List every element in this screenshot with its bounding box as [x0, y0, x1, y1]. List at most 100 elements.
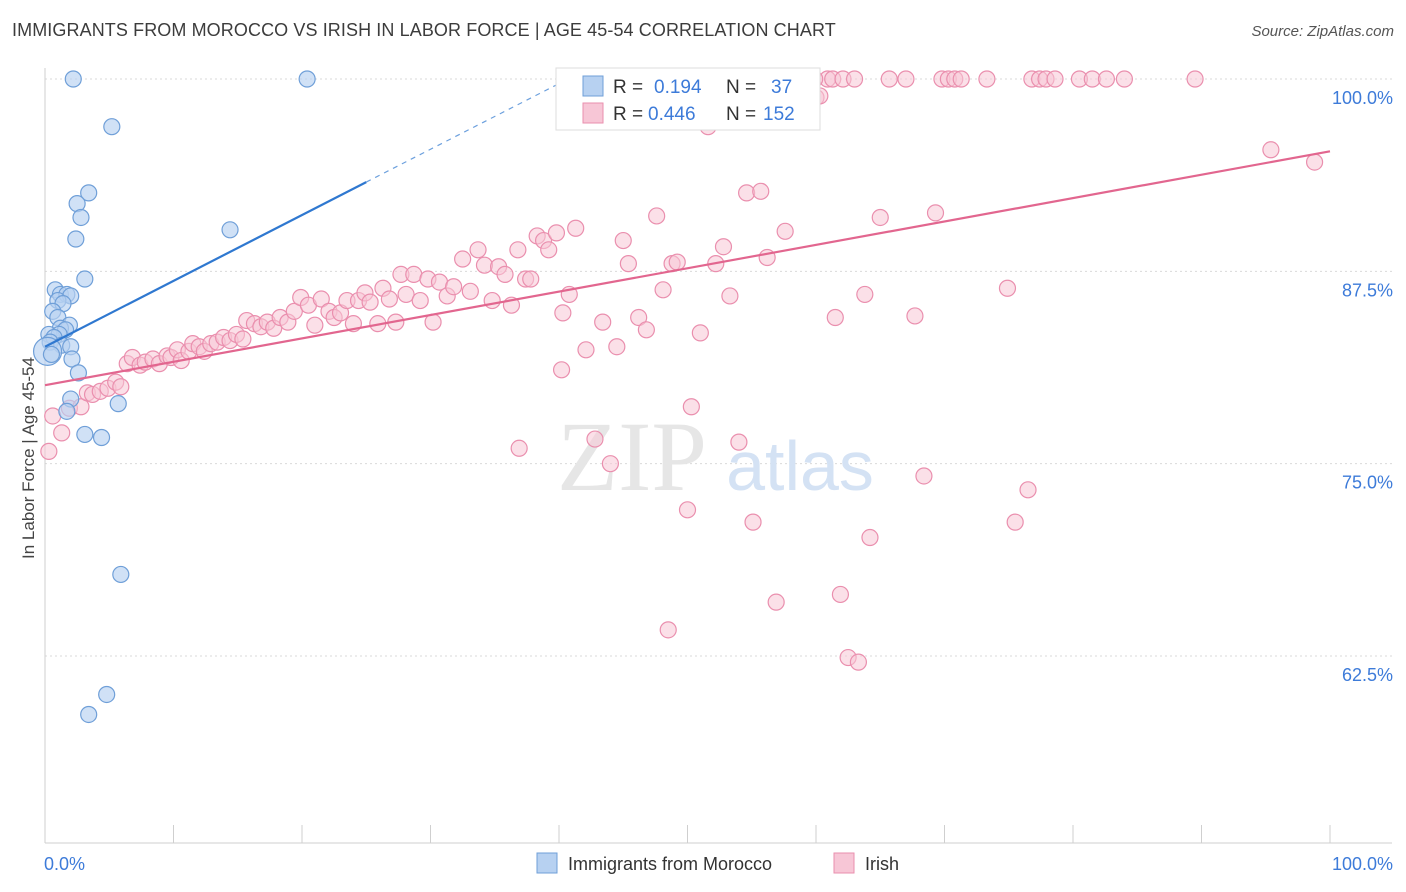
y-axis-label: In Labor Force | Age 45-54 — [19, 357, 38, 559]
irish-point — [469, 241, 487, 259]
irish-point — [856, 285, 874, 304]
morocco-point — [76, 425, 94, 444]
series-legend: Immigrants from Morocco Irish — [536, 852, 899, 874]
irish-point — [880, 70, 898, 88]
irish-point — [552, 361, 571, 379]
irish-point — [510, 439, 528, 457]
stats-legend-r-value: 0.194 — [654, 77, 702, 98]
irish-point — [397, 285, 415, 304]
irish-point — [234, 330, 252, 348]
irish-point — [509, 241, 527, 259]
irish-point — [361, 293, 379, 311]
morocco-point — [80, 705, 98, 724]
morocco-point — [298, 70, 316, 88]
stats-legend-r-label: R = — [613, 77, 643, 98]
morocco-point — [103, 118, 121, 136]
irish-point — [608, 338, 626, 356]
irish-point — [952, 70, 970, 88]
stats-legend-n-value: 152 — [763, 104, 795, 125]
irish-point — [678, 501, 697, 519]
morocco-point — [112, 565, 130, 584]
morocco-point — [64, 70, 82, 88]
watermark-zip: ZIP — [557, 401, 707, 512]
irish-point — [445, 278, 463, 296]
morocco-point — [72, 208, 90, 227]
morocco-point — [69, 364, 88, 382]
irish-point — [691, 324, 709, 342]
stats-legend: R = 0.194 N = 37 R = 0.446 N = 152 — [555, 67, 821, 131]
irish-point — [53, 424, 71, 442]
irish-point — [630, 308, 648, 327]
irish-point — [1006, 513, 1024, 531]
irish-point — [483, 291, 501, 310]
irish-point — [285, 302, 303, 320]
irish-point — [112, 378, 130, 396]
irish-point — [915, 467, 933, 485]
x-tick-labels: 0.0% 100.0% — [44, 854, 1393, 874]
irish-point — [40, 442, 58, 460]
irish-point — [776, 222, 794, 240]
y-tick-labels: 62.5% 75.0% 87.5% 100.0% — [1332, 88, 1393, 685]
irish-point — [312, 290, 330, 308]
morocco-point — [42, 345, 61, 364]
y-tick-label: 75.0% — [1342, 473, 1393, 493]
irish-point — [744, 513, 762, 531]
grid-lines — [45, 78, 1392, 657]
chart-title: IMMIGRANTS FROM MOROCCO VS IRISH IN LABO… — [12, 20, 836, 40]
irish-point — [826, 308, 844, 327]
irish-point — [1019, 481, 1037, 499]
irish-point — [454, 250, 472, 268]
irish-point — [1046, 70, 1064, 88]
irish-point — [682, 398, 700, 416]
irish-point — [306, 316, 324, 334]
irish-point — [614, 231, 632, 250]
irish-point — [475, 256, 494, 274]
axes — [44, 68, 1392, 844]
irish-point — [721, 287, 739, 305]
legend-swatch-irish — [833, 852, 855, 874]
irish-point — [619, 255, 637, 273]
stats-legend-swatch-blue — [582, 75, 604, 97]
stats-legend-swatch-pink — [582, 102, 604, 124]
irish-point — [978, 70, 996, 88]
irish-point — [654, 281, 672, 299]
irish-point — [906, 307, 924, 325]
irish-point — [380, 290, 398, 308]
morocco-point — [98, 685, 116, 704]
irish-point — [540, 241, 558, 259]
irish-points — [40, 70, 1324, 671]
morocco-point — [67, 230, 85, 248]
irish-point — [998, 279, 1017, 297]
watermark: ZIP atlas — [557, 401, 874, 512]
x-tick-label: 0.0% — [44, 854, 85, 874]
watermark-atlas: atlas — [726, 427, 874, 505]
morocco-point — [63, 350, 81, 368]
x-tick-label: 100.0% — [1332, 854, 1393, 874]
stats-legend-n-value: 37 — [771, 77, 792, 98]
morocco-point — [76, 270, 94, 288]
irish-point — [637, 321, 655, 339]
irish-point — [845, 70, 864, 88]
y-tick-label: 62.5% — [1342, 665, 1393, 685]
morocco-trend-extension — [365, 83, 560, 183]
irish-point — [1186, 70, 1204, 88]
stats-legend-r-label: R = — [613, 104, 643, 125]
irish-point — [567, 219, 585, 237]
irish-point — [897, 70, 915, 88]
irish-point — [752, 182, 770, 200]
irish-point — [601, 455, 620, 473]
irish-point — [547, 224, 566, 242]
irish-point — [586, 430, 604, 448]
irish-point — [871, 208, 889, 227]
legend-swatch-morocco — [536, 852, 558, 874]
stats-legend-n-label: N = — [726, 77, 756, 98]
irish-point — [831, 585, 850, 604]
morocco-point — [221, 221, 239, 239]
trend-lines — [44, 83, 1331, 387]
chart-source: Source: ZipAtlas.com — [1251, 23, 1394, 40]
irish-point — [1305, 153, 1324, 171]
morocco-trend-line — [44, 181, 367, 348]
irish-point — [926, 204, 945, 222]
irish-point — [668, 253, 686, 271]
